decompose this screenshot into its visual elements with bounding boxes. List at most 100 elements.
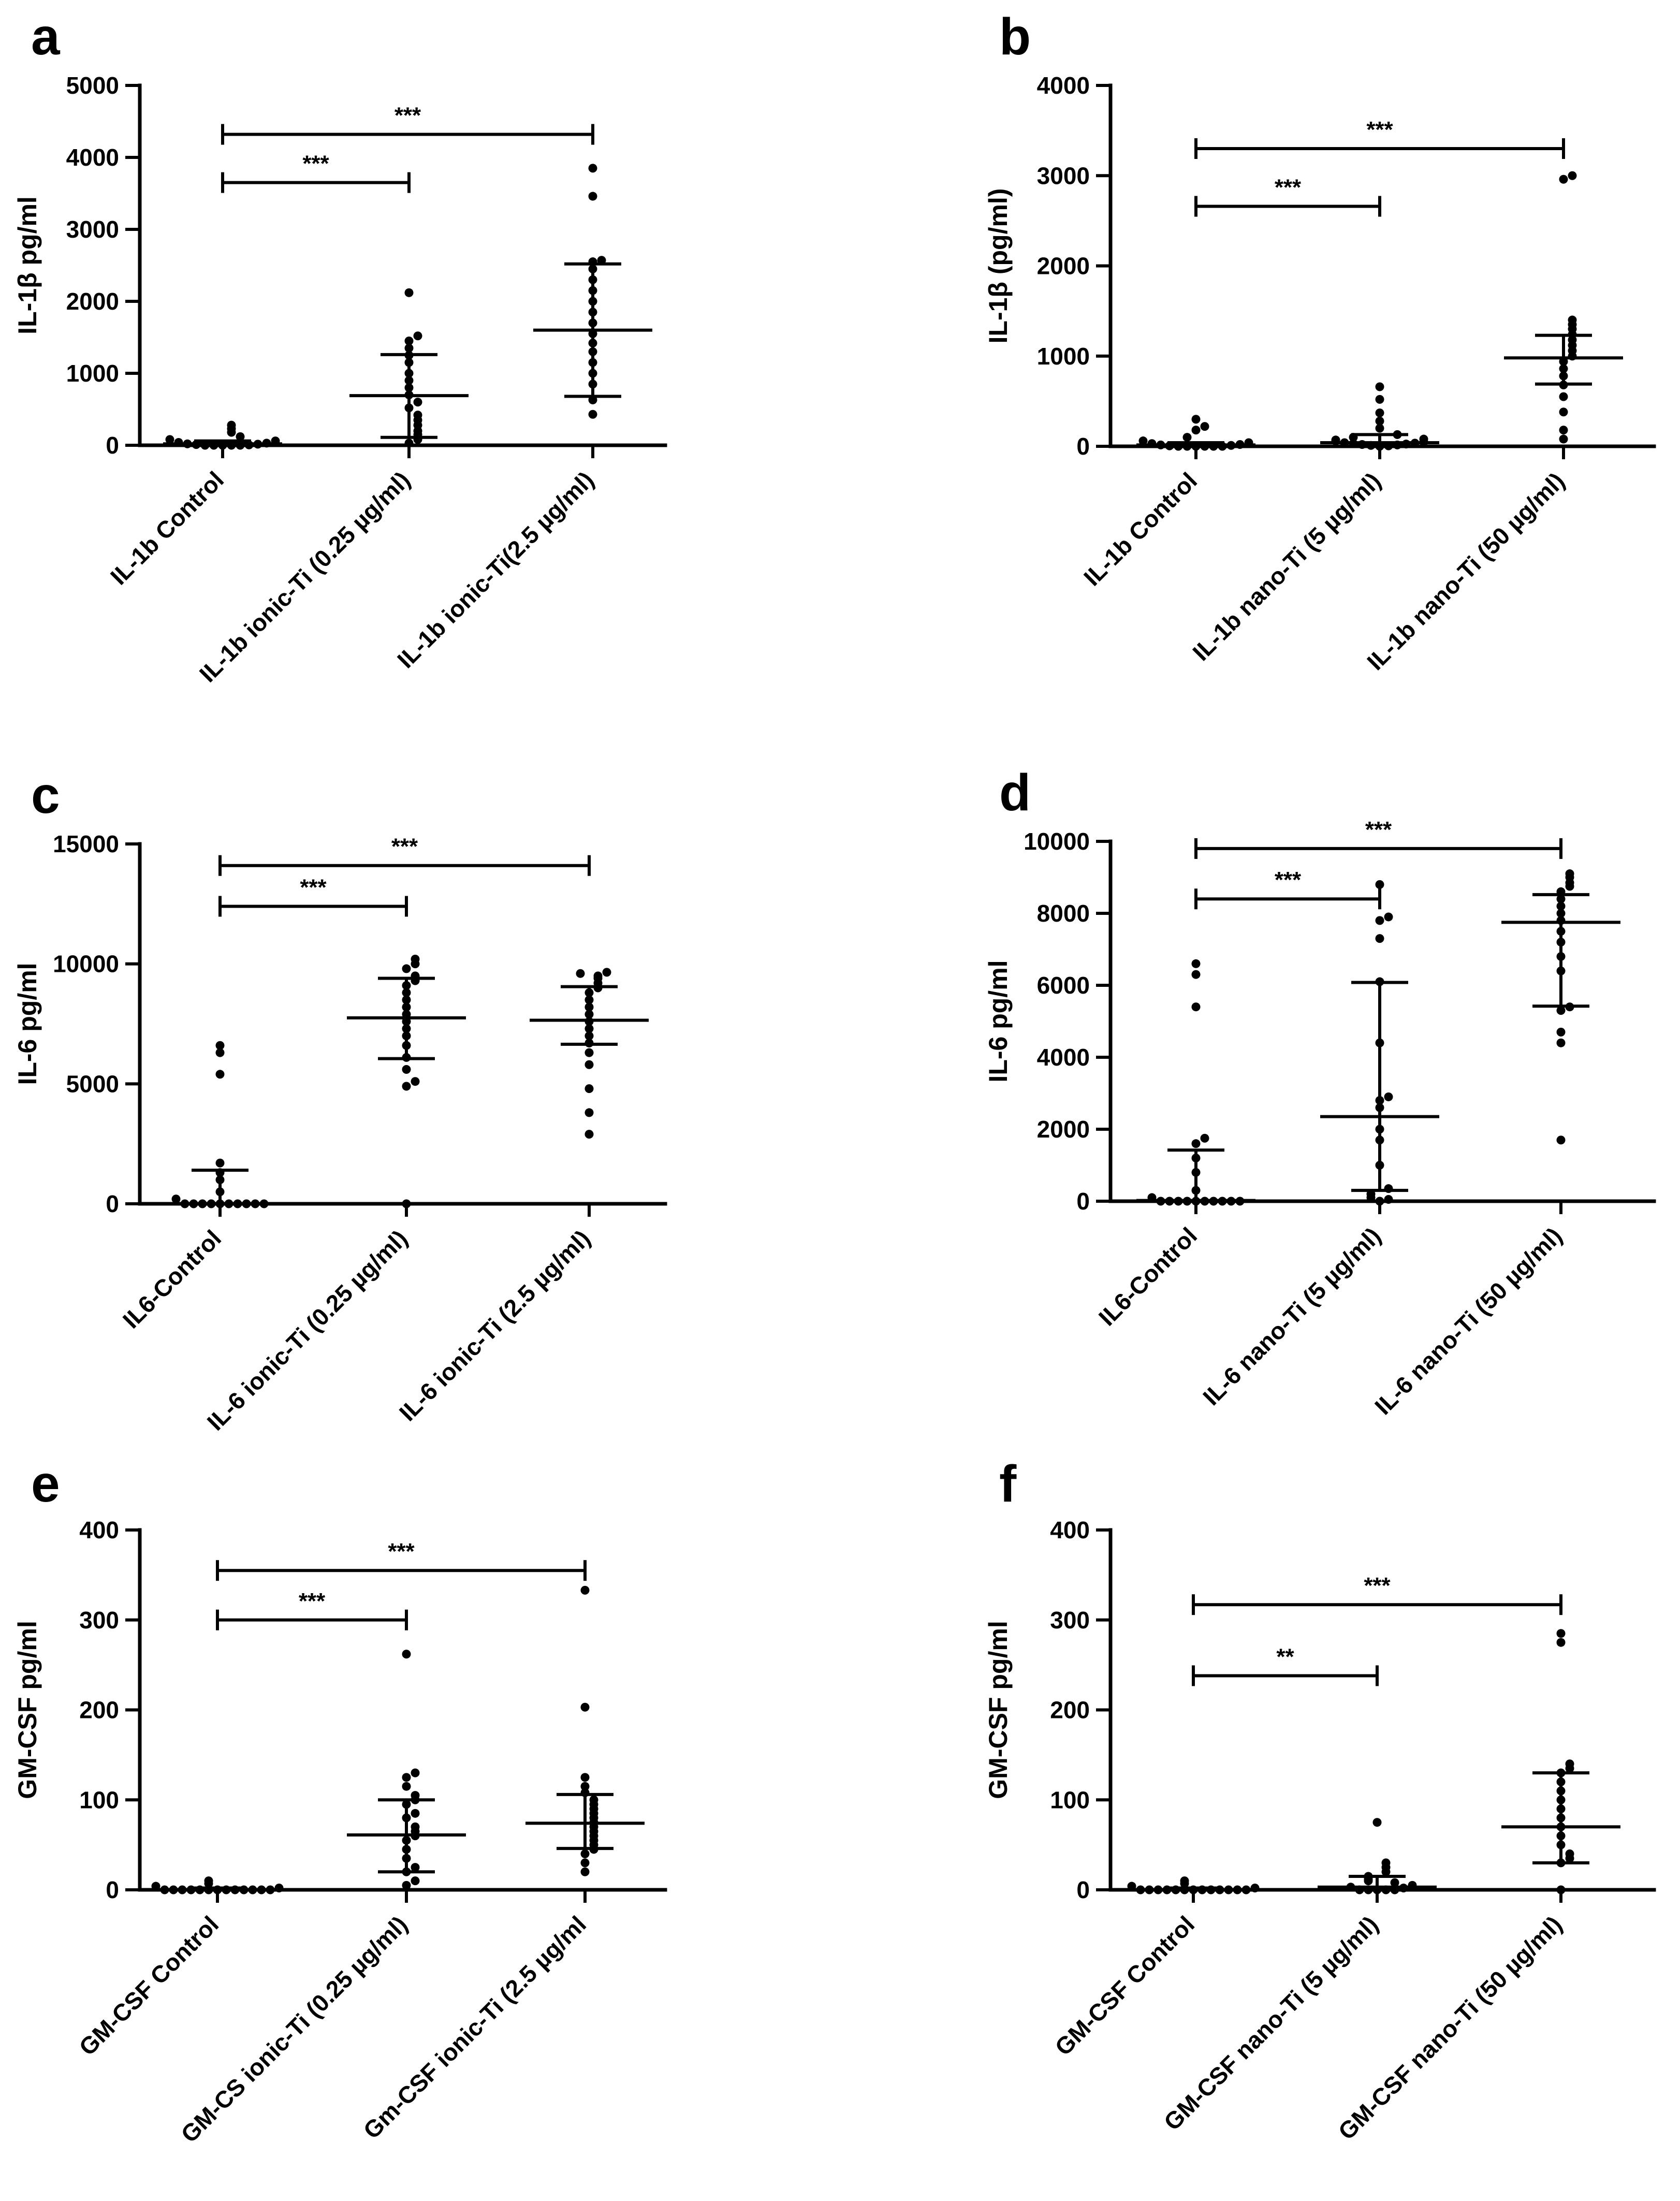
data-group-1: [1136, 415, 1255, 451]
x-tick-label: IL6-Control: [118, 1225, 226, 1333]
data-point: [402, 1650, 411, 1659]
y-tick-label: 100: [1050, 1786, 1090, 1813]
y-tick-label: 3000: [66, 216, 119, 243]
data-group-3: [1501, 869, 1620, 1145]
y-axis-label: GM-CSF pg/ml: [984, 1621, 1013, 1799]
data-point: [1375, 395, 1384, 404]
y-tick-label: 6000: [1037, 972, 1090, 999]
data-point: [580, 1702, 590, 1712]
data-point: [1556, 1027, 1566, 1037]
y-tick-label: 400: [1050, 1517, 1090, 1543]
data-point: [1556, 1638, 1566, 1647]
data-point: [602, 968, 611, 977]
data-point: [402, 1773, 411, 1782]
data-point: [1191, 1139, 1201, 1148]
significance-label: ***: [1275, 174, 1302, 200]
significance-bracket: **: [1192, 1644, 1379, 1686]
x-tick-label: IL-1b Control: [105, 466, 229, 590]
y-tick-label: 5000: [66, 72, 119, 99]
significance-label: ***: [1366, 117, 1393, 142]
y-tick-label: 300: [1050, 1607, 1090, 1634]
data-point: [1200, 1133, 1209, 1143]
data-point: [580, 1773, 590, 1782]
data-point: [1138, 436, 1148, 446]
x-tick-label: IL-6 ionic-Ti (2.5 µg/ml): [394, 1225, 595, 1426]
data-point: [1568, 315, 1577, 325]
data-point: [580, 1858, 590, 1868]
data-point: [576, 969, 585, 978]
data-point: [402, 964, 411, 973]
data-point: [411, 1809, 420, 1818]
x-tick-label: IL-1b Control: [1078, 467, 1202, 591]
data-group-3: [525, 1585, 645, 1876]
x-tick-label: IL-6 ionic-Ti (0.25 µg/ml): [202, 1225, 413, 1435]
data-point: [1375, 409, 1384, 418]
data-point: [1180, 1876, 1189, 1886]
y-tick-label: 15000: [53, 830, 119, 857]
data-point: [588, 164, 597, 173]
data-point: [402, 1782, 411, 1791]
y-tick-label: 300: [79, 1607, 119, 1634]
data-point: [165, 435, 174, 444]
data-point: [1565, 869, 1574, 879]
data-group-3: [1501, 1629, 1620, 1894]
panel-letter: e: [31, 1455, 60, 1513]
data-point: [227, 420, 236, 430]
panel-letter: c: [31, 766, 60, 824]
data-point: [1372, 1818, 1382, 1827]
y-tick-label: 0: [1076, 433, 1090, 460]
data-group-2: [1318, 1818, 1437, 1894]
significance-bracket: ***: [216, 1588, 408, 1630]
y-axis-label: IL-1β (pg/ml): [984, 188, 1013, 344]
y-axis-label: GM-CSF pg/ml: [13, 1621, 42, 1799]
panel-letter: d: [999, 764, 1031, 822]
data-group-1: [160, 1041, 280, 1208]
data-point: [404, 288, 414, 297]
data-point: [1384, 1195, 1393, 1204]
data-point: [215, 1070, 225, 1079]
data-point: [1568, 171, 1577, 180]
data-group-1: [151, 1876, 284, 1894]
x-tick-label: IL-1b ionic-Ti (0.25 µg/ml): [194, 466, 415, 687]
significance-bracket: ***: [221, 151, 411, 193]
data-point: [580, 1782, 590, 1791]
data-point: [1191, 426, 1201, 435]
data-point: [585, 1108, 594, 1117]
data-point: [1556, 1135, 1566, 1145]
data-point: [1375, 880, 1384, 889]
data-point: [215, 1158, 225, 1168]
data-group-3: [530, 968, 649, 1139]
y-tick-label: 10000: [53, 951, 119, 978]
data-point: [585, 1130, 594, 1139]
data-point: [411, 1768, 420, 1777]
data-point: [404, 439, 414, 448]
significance-label: ***: [300, 874, 327, 900]
data-point: [585, 1084, 594, 1094]
y-tick-label: 200: [1050, 1697, 1090, 1724]
data-point: [588, 192, 597, 201]
significance-bracket: ***: [1192, 1573, 1562, 1615]
data-point: [580, 1585, 590, 1595]
data-point: [1375, 916, 1384, 925]
x-tick-label: IL-1b ionic-Ti(2.5 µg/ml): [392, 466, 599, 673]
significance-bracket: ***: [221, 103, 594, 145]
data-point: [1191, 415, 1201, 424]
panel-e: e 0 100 200 300 400 GM-CSF pg/ml GM-CSF Control…: [13, 1455, 667, 2148]
significance-bracket: ***: [218, 874, 408, 917]
y-tick-label: 2000: [1037, 253, 1090, 280]
y-axis-label: IL-6 pg/ml: [13, 963, 42, 1085]
x-tick-label: IL-1b nano-Ti (5 µg/ml): [1187, 467, 1386, 666]
data-point: [171, 1194, 181, 1204]
y-tick-label: 1000: [1037, 343, 1090, 370]
data-point: [1556, 1885, 1566, 1894]
y-tick-label: 400: [79, 1517, 119, 1543]
y-tick-label: 0: [106, 1190, 119, 1217]
significance-label: ***: [1275, 867, 1302, 893]
data-point: [411, 1077, 420, 1086]
data-point: [585, 1060, 594, 1069]
data-point: [1375, 1197, 1384, 1206]
data-point: [1191, 959, 1201, 968]
data-point: [1556, 1006, 1566, 1015]
